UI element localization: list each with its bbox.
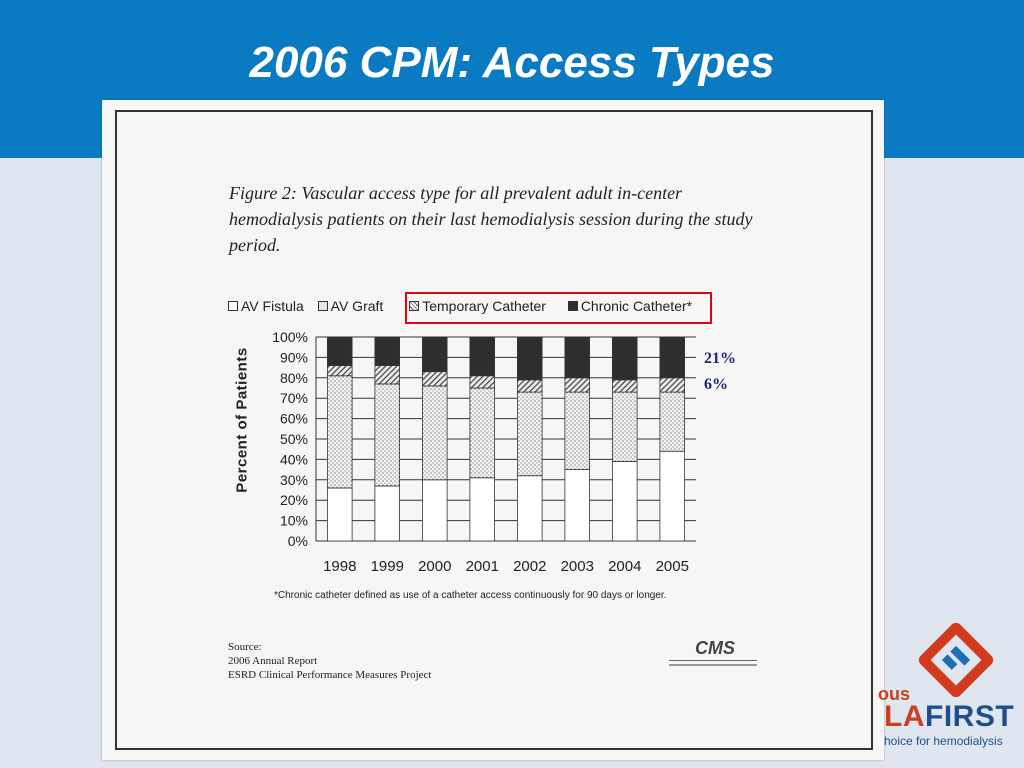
chart-footnote: *Chronic catheter defined as use of a ca…: [274, 590, 667, 601]
bar-av-fistula: [659, 450, 686, 542]
legend-swatch: [567, 301, 578, 311]
x-tick-label: 1999: [371, 558, 404, 575]
brand-tagline: hoice for hemodialysis: [884, 734, 1003, 748]
bar-temporary-catheter: [421, 371, 448, 387]
bar-av-graft: [469, 387, 495, 479]
x-tick-label: 2001: [466, 558, 499, 575]
bar-chronic-catheter: [469, 336, 495, 377]
cms-logo-text: CMS: [695, 638, 735, 658]
bar-av-fistula: [326, 487, 353, 542]
y-tick-label: 30%: [280, 472, 308, 488]
brand-name: LAFIRST: [884, 700, 1014, 734]
bar-chronic-catheter: [659, 336, 686, 379]
y-tick-label: 0%: [288, 533, 308, 549]
bar-av-graft: [421, 385, 448, 481]
bar-av-graft: [326, 375, 353, 489]
brand-prefix: ous: [878, 684, 911, 704]
bar-av-fistula: [516, 475, 543, 542]
bar-av-fistula: [374, 485, 400, 542]
bar-av-graft: [516, 391, 543, 477]
brand-name-highlight: LA: [884, 700, 925, 733]
source-line: Source:: [228, 641, 262, 653]
y-tick-label: 70%: [280, 390, 308, 406]
figure-caption: Figure 2: Vascular access type for all p…: [229, 183, 753, 255]
y-tick-label: 20%: [280, 492, 308, 508]
bar-av-fistula: [421, 479, 448, 542]
annotation-chronic-percent: 21%: [704, 350, 736, 367]
company-logo-icon: [918, 622, 994, 698]
x-tick-label: 2003: [561, 558, 594, 575]
bar-av-fistula: [611, 461, 638, 542]
bar-temporary-catheter: [469, 375, 495, 389]
bar-av-graft: [611, 391, 638, 462]
y-tick-label: 90%: [280, 349, 308, 365]
bar-chronic-catheter: [374, 336, 400, 366]
legend-swatch: [409, 301, 420, 311]
y-tick-label: 60%: [280, 411, 308, 427]
bar-av-graft: [564, 391, 590, 470]
brand-name-rest: FIRST: [925, 700, 1015, 733]
bar-chronic-catheter: [564, 336, 590, 379]
source-line: 2006 Annual Report: [228, 655, 318, 667]
cms-logo-rule: [669, 660, 757, 661]
slide-title: 2006 CPM: Access Types: [249, 38, 775, 87]
legend-label: Chronic Catheter*: [580, 298, 693, 314]
bar-temporary-catheter: [374, 365, 400, 385]
chart-legend: AV Fistula AV Graft Temporary Catheter C…: [228, 298, 702, 314]
stacked-bar-chart: 0% 10% 20% 30% 40% 50% 60% 70% 80% 90% 100% 1998 199…: [272, 329, 696, 575]
figure-frame: [115, 110, 873, 750]
legend-label: AV Fistula: [241, 298, 304, 314]
x-tick-label: 2000: [418, 558, 451, 575]
bar-chronic-catheter: [326, 336, 353, 366]
bar-av-fistula: [469, 477, 495, 542]
bar-av-fistula: [564, 469, 590, 542]
annotation-temporary-percent: 6%: [704, 376, 728, 393]
bar-chronic-catheter: [421, 336, 448, 373]
y-tick-label: 50%: [280, 431, 308, 447]
bar-chronic-catheter: [611, 336, 638, 381]
legend-swatch: [228, 301, 238, 311]
cms-logo-subline: [669, 664, 757, 666]
y-tick-label: 40%: [280, 451, 308, 467]
source-block: Source: 2006 Annual Report ESRD Clinical…: [228, 640, 431, 682]
x-tick-label: 1998: [323, 558, 356, 575]
legend-item-chronic-catheter: Chronic Catheter*: [567, 298, 693, 314]
y-tick-label: 80%: [280, 370, 308, 386]
legend-label: Temporary Catheter: [422, 298, 546, 314]
x-tick-label: 2005: [656, 558, 689, 575]
y-tick-label: 10%: [280, 513, 308, 529]
legend-item-temporary-catheter: Temporary Catheter: [409, 298, 546, 314]
x-tick-label: 2002: [513, 558, 546, 575]
legend-swatch: [317, 301, 328, 311]
y-tick-label: 100%: [272, 329, 308, 345]
bar-av-graft: [659, 391, 686, 452]
source-line: ESRD Clinical Performance Measures Proje…: [228, 669, 432, 681]
bar-temporary-catheter: [564, 377, 590, 393]
legend-item-av-fistula: AV Fistula: [228, 298, 304, 314]
bar-temporary-catheter: [326, 365, 353, 377]
bar-temporary-catheter: [516, 379, 543, 393]
bar-av-graft: [374, 383, 400, 487]
legend-item-av-graft: AV Graft: [317, 298, 384, 314]
bar-chronic-catheter: [516, 336, 543, 381]
bar-temporary-catheter: [611, 379, 638, 393]
cms-logo: CMS: [667, 636, 759, 676]
legend-label: AV Graft: [330, 298, 384, 314]
scanned-figure: Figure 2: Vascular access type for all p…: [102, 100, 884, 760]
x-tick-label: 2004: [608, 558, 641, 575]
highlight-box: [405, 292, 712, 324]
bar-temporary-catheter: [659, 377, 686, 393]
